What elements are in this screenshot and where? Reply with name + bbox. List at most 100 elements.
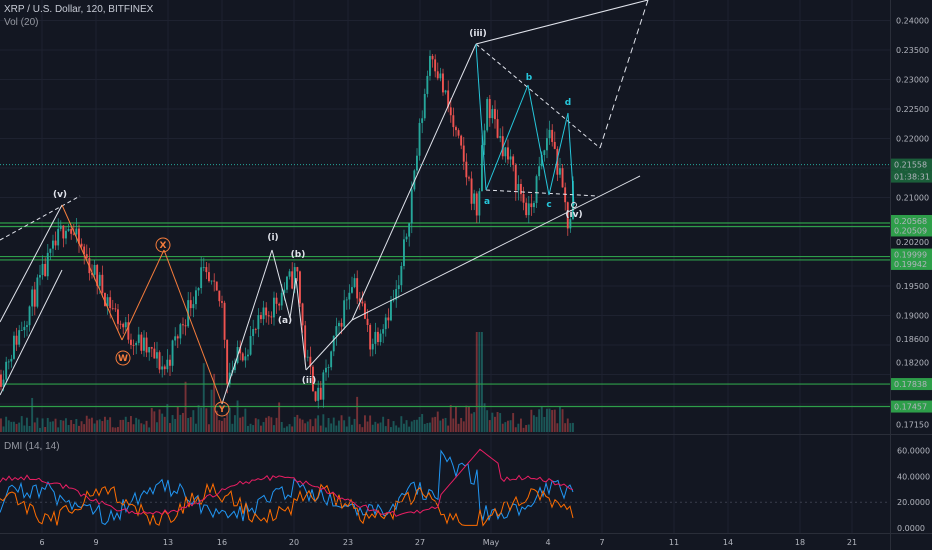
time-tick-label: 9 [93, 538, 98, 547]
time-tick-label: 11 [669, 538, 679, 547]
candle-body [496, 119, 499, 138]
volume-bar [460, 417, 463, 432]
candle-body [377, 331, 379, 343]
volume-bar [499, 413, 502, 432]
volume-bar [150, 408, 153, 432]
time-tick-label: 13 [163, 538, 173, 547]
volume-bar [221, 420, 223, 432]
candle-body [309, 356, 312, 367]
volume-bar [252, 425, 255, 432]
volume-bar [156, 422, 158, 432]
volume-bar [527, 424, 530, 432]
candle-body [291, 271, 294, 289]
candle-body [465, 161, 468, 178]
candle-body [215, 281, 218, 291]
volume-bar [275, 417, 278, 432]
wave-label-W: W [118, 354, 128, 364]
volume-bar [566, 418, 569, 432]
candle-body [78, 228, 80, 244]
candle-body [533, 202, 535, 208]
volume-bar [421, 414, 424, 432]
level-tag: 0.19942 [894, 260, 927, 269]
candle-body [189, 300, 192, 309]
volume-bar [169, 423, 171, 432]
triangle-leg [527, 84, 550, 196]
candle-body [395, 289, 398, 300]
volume-bar [96, 420, 99, 432]
candle-body [494, 109, 496, 120]
candle-body [556, 148, 559, 175]
candle-body [470, 178, 473, 204]
candle-body [197, 288, 200, 291]
candle-body [509, 156, 512, 160]
volume-bar [174, 418, 177, 432]
candle-body [257, 315, 260, 330]
volume-bar [299, 418, 301, 432]
volume-bar [148, 427, 151, 432]
volume-bar [507, 420, 509, 432]
candle-body [286, 276, 288, 290]
volume-bar [332, 417, 335, 432]
volume-bar [470, 413, 473, 432]
volume-bar [405, 420, 408, 432]
volume-bar [564, 423, 567, 432]
candle-body [353, 278, 356, 288]
candle-body [143, 337, 145, 351]
volume-bar [257, 419, 260, 432]
candle-body [208, 272, 210, 282]
volume-bar [85, 415, 88, 432]
candle-body [462, 145, 465, 162]
volume-bar [62, 420, 65, 432]
volume-bar [353, 418, 356, 432]
volume-bar [46, 417, 49, 432]
volume-bar [387, 418, 390, 432]
candle-body [85, 254, 88, 259]
triangle-leg [548, 112, 569, 196]
candle-body [491, 109, 494, 119]
candle-body [304, 325, 307, 358]
candle-body [31, 289, 34, 307]
volume-bar [158, 409, 161, 432]
volume-bar [213, 373, 216, 432]
volume-bar [231, 423, 234, 432]
price-tick-label: 0.23000 [896, 76, 929, 85]
volume-bar [166, 404, 169, 432]
volume-bar [455, 406, 457, 432]
candle-body [538, 166, 541, 177]
volume-bar [179, 414, 182, 432]
volume-bar [436, 411, 439, 432]
volume-bar [228, 407, 231, 432]
candle-body [5, 361, 8, 380]
price-axis[interactable]: 0.24000 0.23500 0.23000 0.22500 0.22000 0.215… [890, 0, 932, 550]
candle-body [564, 187, 567, 203]
volume-legend: Vol (20) [4, 17, 39, 28]
volume-bar [514, 427, 517, 432]
volume-bar [153, 411, 156, 432]
volume-bar [291, 426, 294, 432]
volume-bar [330, 423, 333, 432]
volume-bar [234, 415, 236, 432]
volume-bar [358, 424, 361, 432]
time-axis[interactable]: 6 9 13 16 20 23 27 May 4 7 11 14 18 21 [39, 538, 857, 547]
candle-body [400, 265, 403, 286]
time-tick-label: 6 [39, 538, 44, 547]
channel-line [0, 269, 63, 396]
dmi-tick-label: 40.0000 [897, 472, 930, 481]
volume-bar [520, 418, 522, 432]
volume-bar [309, 419, 312, 432]
candle-body [15, 335, 18, 345]
candle-body [241, 353, 244, 361]
volume-bar [109, 417, 112, 432]
volume-bar [223, 418, 226, 432]
candle-body [299, 271, 301, 304]
volume-bar [569, 423, 572, 432]
volume-bar [483, 403, 486, 432]
candle-body [325, 367, 327, 373]
wave-drawings [0, 0, 649, 405]
wave-line [289, 277, 297, 319]
candle-body [140, 334, 143, 351]
candle-body [114, 308, 117, 310]
candle-body [379, 333, 382, 343]
volume-bar [439, 420, 442, 432]
